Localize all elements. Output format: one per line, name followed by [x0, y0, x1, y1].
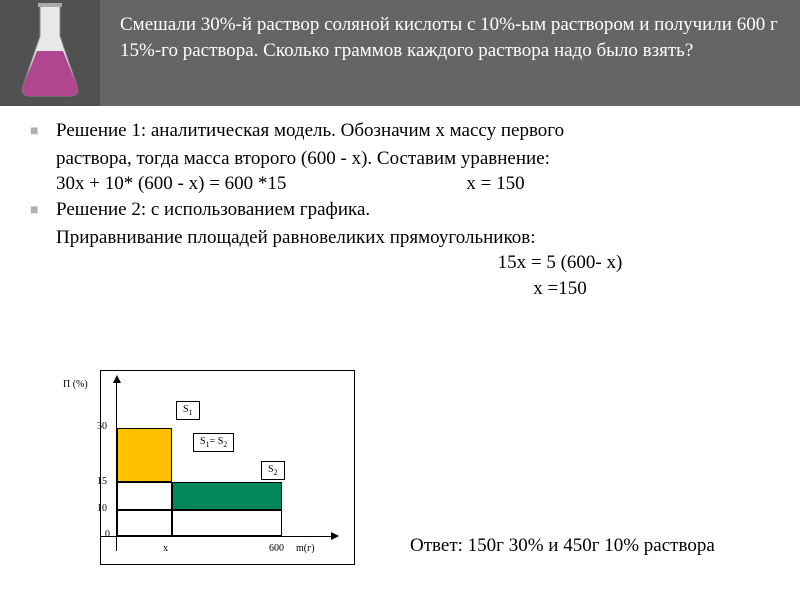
white-rect-3 — [172, 510, 282, 536]
xtick-600: 600 — [269, 543, 284, 554]
eq1-right: х = 150 — [466, 171, 524, 197]
s1-rect — [117, 428, 172, 482]
s2-rect — [172, 482, 282, 510]
chart: 30 15 10 0 х 600 m(г) П (%) S1 S1= S2 S2 — [40, 370, 370, 580]
solution2-text2: Приравнивание площадей равновеликих прям… — [30, 225, 770, 251]
solution1-text1: Решение 1: аналитическая модель. Обознач… — [56, 118, 564, 144]
ytick-10: 10 — [97, 503, 107, 514]
s1-label: S1 — [176, 401, 200, 420]
bullet-icon: ■ — [30, 202, 42, 221]
solution2-eq1: 15х = 5 (600- х) — [180, 250, 770, 276]
xtick-x: х — [163, 543, 168, 554]
solution2-line1: ■ Решение 2: с использованием графика. — [30, 197, 770, 223]
bullet-icon: ■ — [30, 123, 42, 142]
chart-frame: 30 15 10 0 х 600 m(г) П (%) S1 S1= S2 S2 — [100, 370, 355, 565]
x-axis — [101, 536, 331, 537]
ytick-30: 30 — [97, 421, 107, 432]
problem-text: Смешали 30%-й раствор соляной кислоты с … — [100, 0, 800, 106]
answer-text: Ответ: 150г 30% и 450г 10% раствора — [410, 535, 715, 557]
solution1-text2: раствора, тогда масса второго (600 - х).… — [30, 146, 770, 172]
s2-label: S2 — [261, 461, 285, 480]
solution1-equation: 30х + 10* (600 - х) = 600 *15 х = 150 — [30, 171, 770, 197]
x-arrow-icon — [331, 532, 339, 540]
ytick-0: 0 — [105, 529, 110, 540]
eq1-left: 30х + 10* (600 - х) = 600 *15 — [56, 171, 286, 197]
white-rect-2 — [117, 510, 172, 536]
solution2-eq2: х =150 — [180, 276, 770, 302]
solution1-line1: ■ Решение 1: аналитическая модель. Обозн… — [30, 118, 770, 144]
solution2-text1: Решение 2: с использованием графика. — [56, 197, 370, 223]
ytick-15: 15 — [97, 476, 107, 487]
y-arrow-icon — [113, 375, 121, 383]
s1s2-label: S1= S2 — [193, 433, 234, 452]
problem-header: Смешали 30%-й раствор соляной кислоты с … — [0, 0, 800, 106]
x-axis-label: m(г) — [296, 543, 315, 554]
flask-icon-area — [0, 0, 100, 106]
solution-content: ■ Решение 1: аналитическая модель. Обозн… — [0, 106, 800, 311]
white-rect-1 — [117, 482, 172, 510]
flask-icon — [15, 1, 85, 101]
y-axis-label: П (%) — [63, 379, 88, 390]
